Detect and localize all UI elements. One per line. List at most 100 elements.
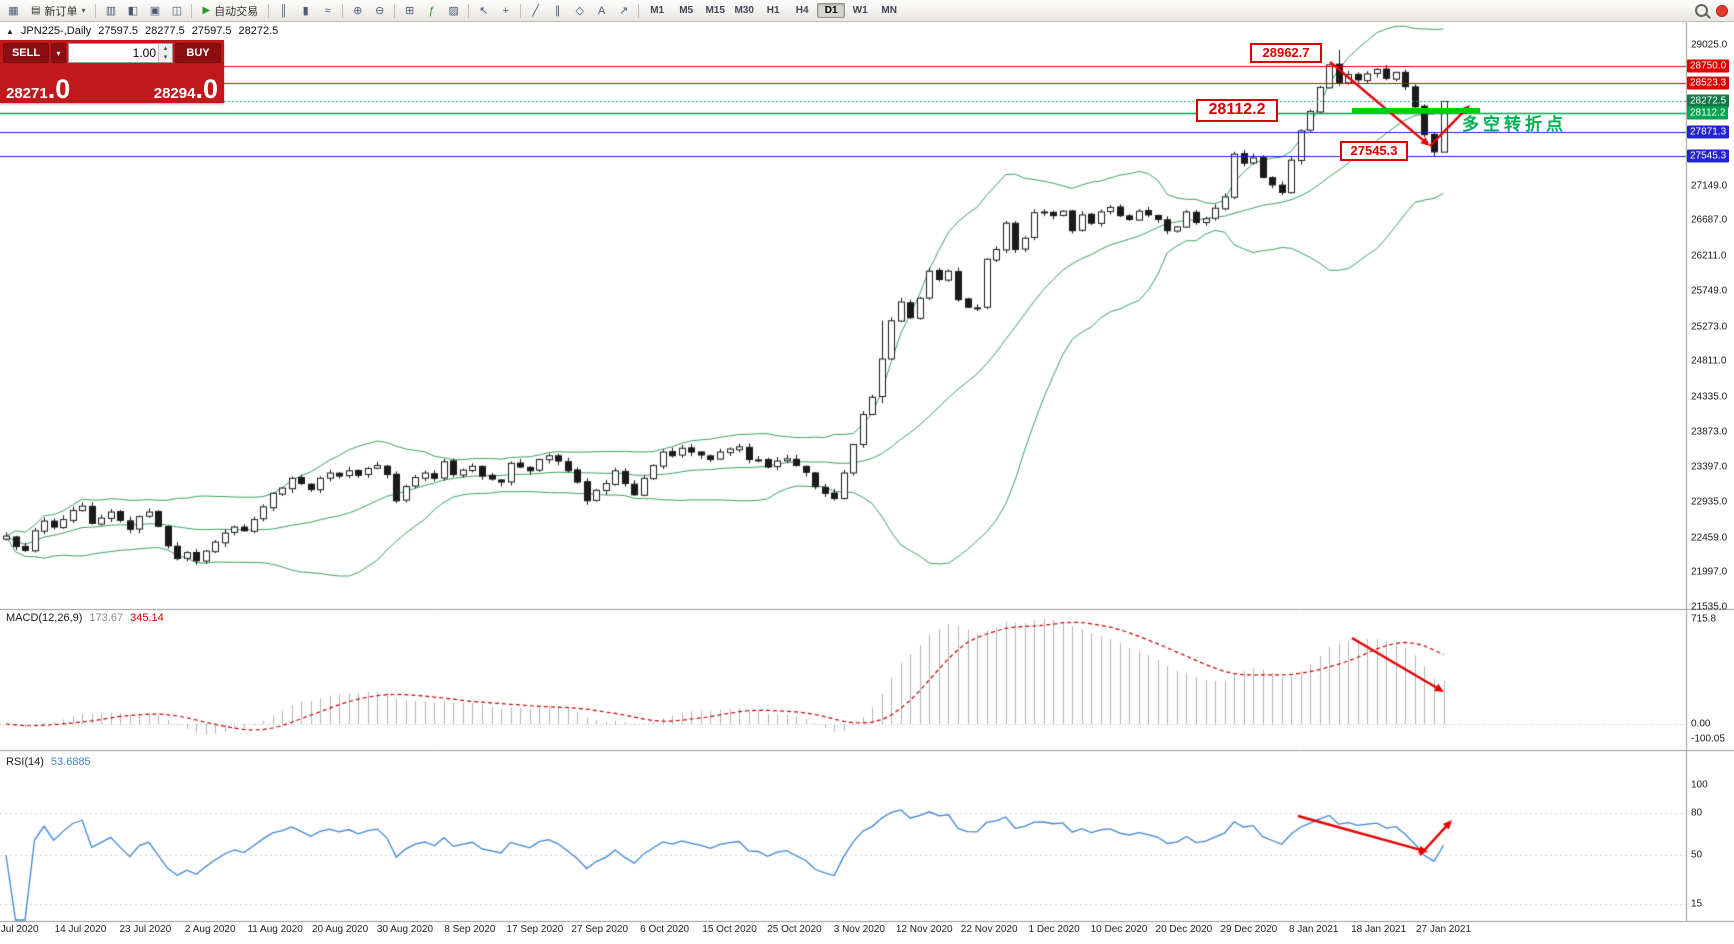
toolbar: ▦ ▤ 新订单 ▾ ▥ ◧ ▣ ◫ ▶ 自动交易 ║ ▮ ≈ ⊕ ⊖ ⊞ ƒ ▨ ↖ + ╱ ∥ ◇ A ↗ M1 M5 M15 M30… xyxy=(0,0,1734,22)
date-axis-label: 2 Aug 2020 xyxy=(184,924,236,935)
price-axis-label: 25273.0 xyxy=(1691,321,1728,333)
autotrading-button-icon: ▶ xyxy=(202,5,211,16)
search-icon[interactable] xyxy=(1695,4,1708,17)
buy-price[interactable]: 28294.0 xyxy=(153,74,218,105)
buy-price-main: 28294 xyxy=(153,85,196,102)
timeframe-M30[interactable]: M30 xyxy=(734,5,754,16)
volume-increase-button[interactable]: ▴ xyxy=(159,44,172,53)
timeframe-H1[interactable]: H1 xyxy=(766,5,780,16)
turning-point-note[interactable]: 多空转折点 xyxy=(1462,115,1567,134)
rsi-axis-label: 100 xyxy=(1691,779,1708,791)
timeframe-D1[interactable]: D1 xyxy=(817,3,846,18)
price-axis-label: 24811.0 xyxy=(1691,355,1727,367)
zoom-out-icon[interactable]: ⊖ xyxy=(375,5,385,17)
buy-price-frac: .0 xyxy=(195,74,218,105)
level-price-label[interactable]: 28112.2 xyxy=(1196,99,1278,122)
shapes-icon[interactable]: ◇ xyxy=(575,5,584,17)
toolbar-separator xyxy=(394,3,396,18)
bar-chart-icon[interactable]: ║ xyxy=(279,4,288,17)
order-options-dropdown[interactable]: ▾ xyxy=(51,43,66,63)
arrow-tool-icon[interactable]: ↗ xyxy=(619,5,629,17)
price-axis-label: 23873.0 xyxy=(1691,426,1728,438)
macd-value-main: 173.67 xyxy=(89,612,124,624)
date-axis-label: 8 Jan 2021 xyxy=(1288,924,1339,935)
price-axis-label: 21997.0 xyxy=(1691,566,1728,578)
support-highlight-line[interactable] xyxy=(1352,108,1480,113)
sell-price[interactable]: 28271.0 xyxy=(6,76,70,103)
symbol-direction-icon: ▲ xyxy=(6,26,14,36)
peak-price-label[interactable]: 28962.7 xyxy=(1250,43,1322,63)
crosshair-icon[interactable]: + xyxy=(502,4,509,17)
toolbar-separator xyxy=(468,3,470,18)
date-axis-label: 20 Dec 2020 xyxy=(1155,924,1213,935)
price-axis-label: 21535.0 xyxy=(1691,601,1728,613)
text-icon[interactable]: A xyxy=(598,4,606,17)
timeframe-M15[interactable]: M15 xyxy=(705,5,725,16)
date-axis-label: 6 Oct 2020 xyxy=(640,924,690,935)
price-tag: 28272.5 xyxy=(1687,94,1730,108)
timeframe-M5[interactable]: M5 xyxy=(679,5,694,16)
market-watch-icon[interactable]: ▥ xyxy=(105,5,117,17)
cursor-icon[interactable]: ↖ xyxy=(479,5,489,17)
timeframe-MN[interactable]: MN xyxy=(881,5,897,16)
terminal-icon[interactable]: ◫ xyxy=(171,5,183,17)
ohlc-high: 28277.5 xyxy=(145,25,185,37)
date-axis-label: 14 Jul 2020 xyxy=(54,924,107,935)
zoom-in-icon[interactable]: ⊕ xyxy=(353,5,363,17)
new-order-button-label: 新订单 xyxy=(44,5,78,18)
macd-axis-label: -100.05 xyxy=(1691,733,1725,745)
symbol-name: JPN225-,Daily xyxy=(20,25,92,37)
toolbar-separator xyxy=(342,3,344,18)
date-axis-label: 29 Dec 2020 xyxy=(1220,924,1278,935)
trendline-icon[interactable]: ╱ xyxy=(532,5,539,17)
macd-name: MACD(12,26,9) xyxy=(6,612,83,624)
data-window-icon[interactable]: ◧ xyxy=(127,5,139,17)
price-tag: 27545.3 xyxy=(1687,149,1730,163)
line-chart-icon[interactable]: ≈ xyxy=(324,4,331,17)
new-chart-icon[interactable]: ▦ xyxy=(8,5,19,17)
price-axis-label: 26687.0 xyxy=(1691,214,1728,226)
rsi-axis-label: 15 xyxy=(1691,898,1703,910)
ohlc-low: 27597.5 xyxy=(191,25,232,37)
sell-button[interactable]: SELL xyxy=(3,43,49,63)
new-order-button-caret[interactable]: ▾ xyxy=(81,6,86,15)
buy-button[interactable]: BUY xyxy=(175,43,221,63)
candlestick-chart-icon[interactable]: ▮ xyxy=(302,5,309,17)
timeframe-M1[interactable]: M1 xyxy=(650,5,665,16)
price-axis-label: 26211.0 xyxy=(1691,250,1727,262)
macd-label: MACD(12,26,9) 173.67 345.14 xyxy=(6,612,164,624)
price-tag: 28112.2 xyxy=(1687,106,1729,120)
date-axis-label: 3 Nov 2020 xyxy=(833,924,885,935)
volume-decrease-button[interactable]: ▾ xyxy=(159,53,172,62)
timeframe-H4[interactable]: H4 xyxy=(795,5,809,16)
price-tag: 28750.0 xyxy=(1687,59,1730,73)
new-order-button-icon: ▤ xyxy=(31,5,41,16)
ohlc-close: 28272.5 xyxy=(238,25,279,37)
new-order-button[interactable]: ▤ 新订单 ▾ xyxy=(25,1,91,20)
navigator-icon[interactable]: ▣ xyxy=(149,5,161,17)
tile-windows-icon[interactable]: ⊞ xyxy=(405,5,415,17)
timeframe-W1[interactable]: W1 xyxy=(852,5,868,16)
toolbar-separator xyxy=(191,3,193,18)
macd-axis-label: 715.8 xyxy=(1691,613,1717,625)
price-axis-label: 22935.0 xyxy=(1691,496,1728,508)
rsi-axis-label: 80 xyxy=(1691,807,1703,819)
autotrading-button[interactable]: ▶ 自动交易 xyxy=(196,1,264,20)
templates-icon[interactable]: ▨ xyxy=(448,5,459,17)
status-dot-icon xyxy=(1716,4,1728,17)
volume-input[interactable] xyxy=(69,44,158,62)
price-axis-label: 23397.0 xyxy=(1691,461,1728,473)
date-axis-label: 17 Sep 2020 xyxy=(506,924,564,935)
price-axis-label: 24335.0 xyxy=(1691,391,1728,403)
date-axis-label: 1 Dec 2020 xyxy=(1028,924,1080,935)
indicators-icon[interactable]: ƒ xyxy=(428,4,435,17)
low-price-label[interactable]: 27545.3 xyxy=(1340,141,1408,161)
date-axis-label: 25 Oct 2020 xyxy=(767,924,822,935)
channel-icon[interactable]: ∥ xyxy=(554,5,561,17)
rsi-name: RSI(14) xyxy=(6,756,44,768)
price-axis-label: 22459.0 xyxy=(1691,532,1728,544)
date-axis-label: 2 Jul 2020 xyxy=(0,924,39,935)
date-axis-label: 12 Nov 2020 xyxy=(895,924,953,935)
